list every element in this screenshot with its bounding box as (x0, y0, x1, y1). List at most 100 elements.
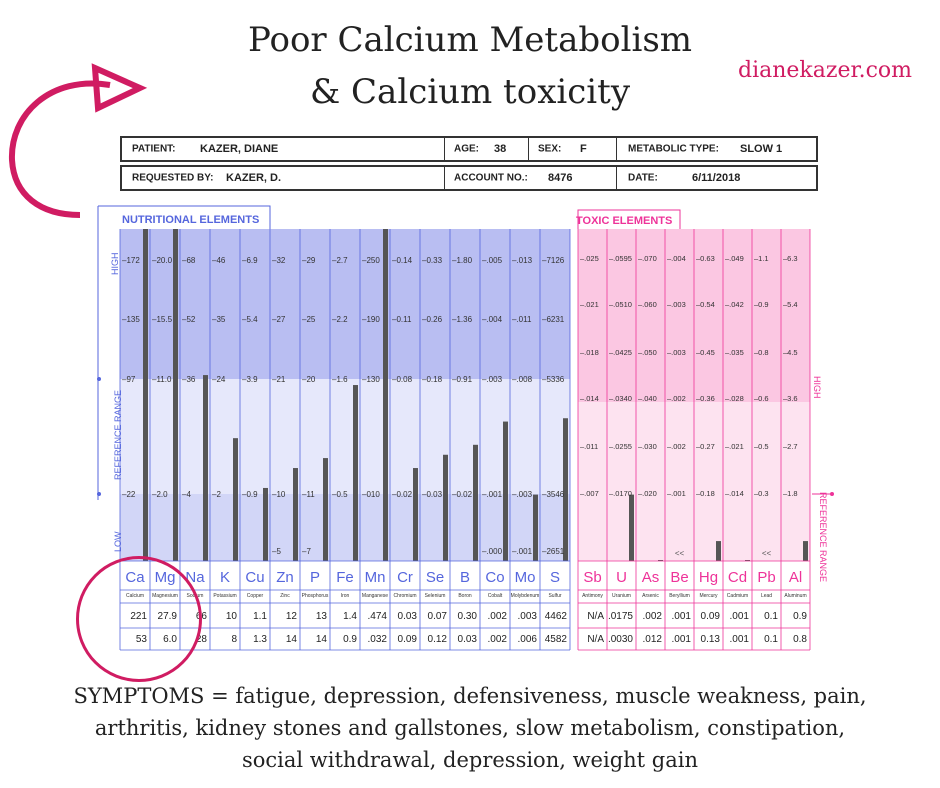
name-Pb: Lead (761, 593, 772, 599)
sex-label: SEX: (538, 143, 562, 155)
scale-label-Sb: –.025 (580, 254, 599, 263)
name-Cr: Chromium (393, 593, 416, 599)
scale-label-Zn: –27 (272, 315, 286, 324)
symbol-Se: Se (426, 569, 444, 586)
bar-Mg (173, 229, 178, 561)
patient-header-row2: REQUESTED BY: KAZER, D. ACCOUNT NO.: 847… (120, 165, 818, 191)
scale-label-Mg: –2.0 (152, 490, 168, 499)
bar-Zn (293, 468, 298, 561)
nutri-title-tab (98, 205, 271, 229)
account-label: ACCOUNT NO.: (454, 172, 528, 184)
scale-label-Mo: –.011 (512, 315, 532, 324)
date-label: DATE: (628, 172, 658, 184)
symbol-S: S (550, 569, 560, 586)
scale-label-Ca: –135 (122, 315, 140, 324)
toxic-ylabel-high: HIGH (812, 376, 822, 399)
value-row2-Cu: 1.3 (253, 634, 267, 645)
scale-label-Mg: –11.0 (152, 375, 172, 384)
scale-label-Ca: –22 (122, 490, 136, 499)
name-P: Phosphorus (302, 593, 329, 599)
scale-label-Cd: –.049 (725, 254, 744, 263)
scale-label-B: –0.02 (452, 490, 473, 499)
scale-label-Be: –.002 (667, 442, 686, 451)
scale-label-Pb: –0.3 (754, 489, 769, 498)
scale-label-Cu: –0.9 (242, 490, 258, 499)
scale-label-Hg: –0.18 (696, 489, 715, 498)
symbol-Fe: Fe (336, 569, 354, 586)
scale-label-Mo: –.003 (512, 490, 533, 499)
scale-label-S: –7126 (542, 256, 565, 265)
name-Fe: Iron (341, 593, 350, 599)
scale-label-K: –46 (212, 256, 226, 265)
name-U: Uranium (612, 593, 631, 599)
scale-label-S: –3546 (542, 490, 565, 499)
symbol-Cu: Cu (245, 569, 264, 586)
metabolic-label: METABOLIC TYPE: (628, 143, 719, 155)
bar-Mn (383, 229, 388, 561)
scale-label-Mn: –250 (362, 256, 380, 265)
value-row2-Cr: 0.09 (398, 634, 418, 645)
name-Hg: Mercury (699, 593, 718, 599)
scale-label-Al: –2.7 (783, 442, 798, 451)
low-label-P: –7 (302, 547, 311, 556)
scale-label-Mn: –010 (362, 490, 380, 499)
scale-label-Cd: –.042 (725, 300, 744, 309)
scale-label-Al: –5.4 (783, 300, 798, 309)
scale-label-Na: –4 (182, 490, 191, 499)
value-row2-Pb: 0.1 (764, 634, 778, 645)
value-row1-B: 0.30 (458, 611, 478, 622)
value-row2-P: 14 (316, 634, 328, 645)
scale-label-K: –2 (212, 490, 221, 499)
scale-label-Se: –0.33 (422, 256, 443, 265)
nutri-reference-band (120, 379, 570, 494)
bar-Cd (745, 560, 750, 561)
value-row2-Mo: .006 (518, 634, 538, 645)
name-Mo: Molybdenum (511, 593, 540, 599)
scale-label-Zn: –32 (272, 256, 286, 265)
site-name[interactable]: dianekazer.com (738, 58, 913, 83)
patient-header-row1: PATIENT: KAZER, DIANE AGE: 38 SEX: F MET… (120, 136, 818, 162)
scale-label-U: –.0255 (609, 442, 632, 451)
value-row1-Hg: 0.09 (701, 611, 721, 622)
value-row2-Zn: 14 (286, 634, 298, 645)
bar-K (233, 438, 238, 561)
scale-label-Hg: –0.45 (696, 348, 715, 357)
nutri-ref-dot-bottom (97, 492, 101, 496)
value-row2-Mn: .032 (368, 634, 388, 645)
scale-label-U: –.0340 (609, 394, 632, 403)
scale-label-Fe: –0.5 (332, 490, 348, 499)
scale-label-Be: –.003 (667, 348, 686, 357)
requested-label: REQUESTED BY: (132, 172, 214, 184)
scale-label-Se: –0.26 (422, 315, 443, 324)
scale-label-U: –.0170 (609, 489, 632, 498)
value-row1-Mo: .003 (518, 611, 538, 622)
bar-As (658, 560, 663, 561)
curved-arrow-icon (8, 63, 148, 218)
scale-label-Mg: –15.5 (152, 315, 173, 324)
scale-label-Fe: –2.7 (332, 256, 348, 265)
symbol-Cd: Cd (728, 569, 747, 586)
scale-label-Mg: –20.0 (152, 256, 173, 265)
scale-label-Cr: –0.08 (392, 375, 413, 384)
scale-label-Be: –.004 (667, 254, 686, 263)
below-marker-Pb: << (762, 549, 772, 558)
scale-label-Hg: –0.27 (696, 442, 715, 451)
scale-label-P: –11 (302, 490, 315, 499)
scale-label-K: –35 (212, 315, 226, 324)
value-row1-Al: 0.9 (793, 611, 807, 622)
symbol-Pb: Pb (757, 569, 775, 586)
name-Cd: Cadmium (727, 593, 748, 599)
scale-label-Cu: –5.4 (242, 315, 258, 324)
account-value: 8476 (548, 172, 573, 184)
nutri-title: NUTRITIONAL ELEMENTS (122, 214, 259, 226)
scale-label-Sb: –.014 (580, 394, 599, 403)
value-row1-Sb: N/A (587, 611, 604, 622)
low-label-Zn: –5 (272, 547, 281, 556)
scale-label-Hg: –0.63 (696, 254, 715, 263)
scale-label-Ca: –172 (122, 256, 140, 265)
value-row2-Cd: .001 (730, 634, 750, 645)
scale-label-Cr: –0.02 (392, 490, 413, 499)
bar-Al (803, 541, 808, 561)
symbol-Zn: Zn (276, 569, 294, 586)
value-row1-U: .0175 (608, 611, 633, 622)
